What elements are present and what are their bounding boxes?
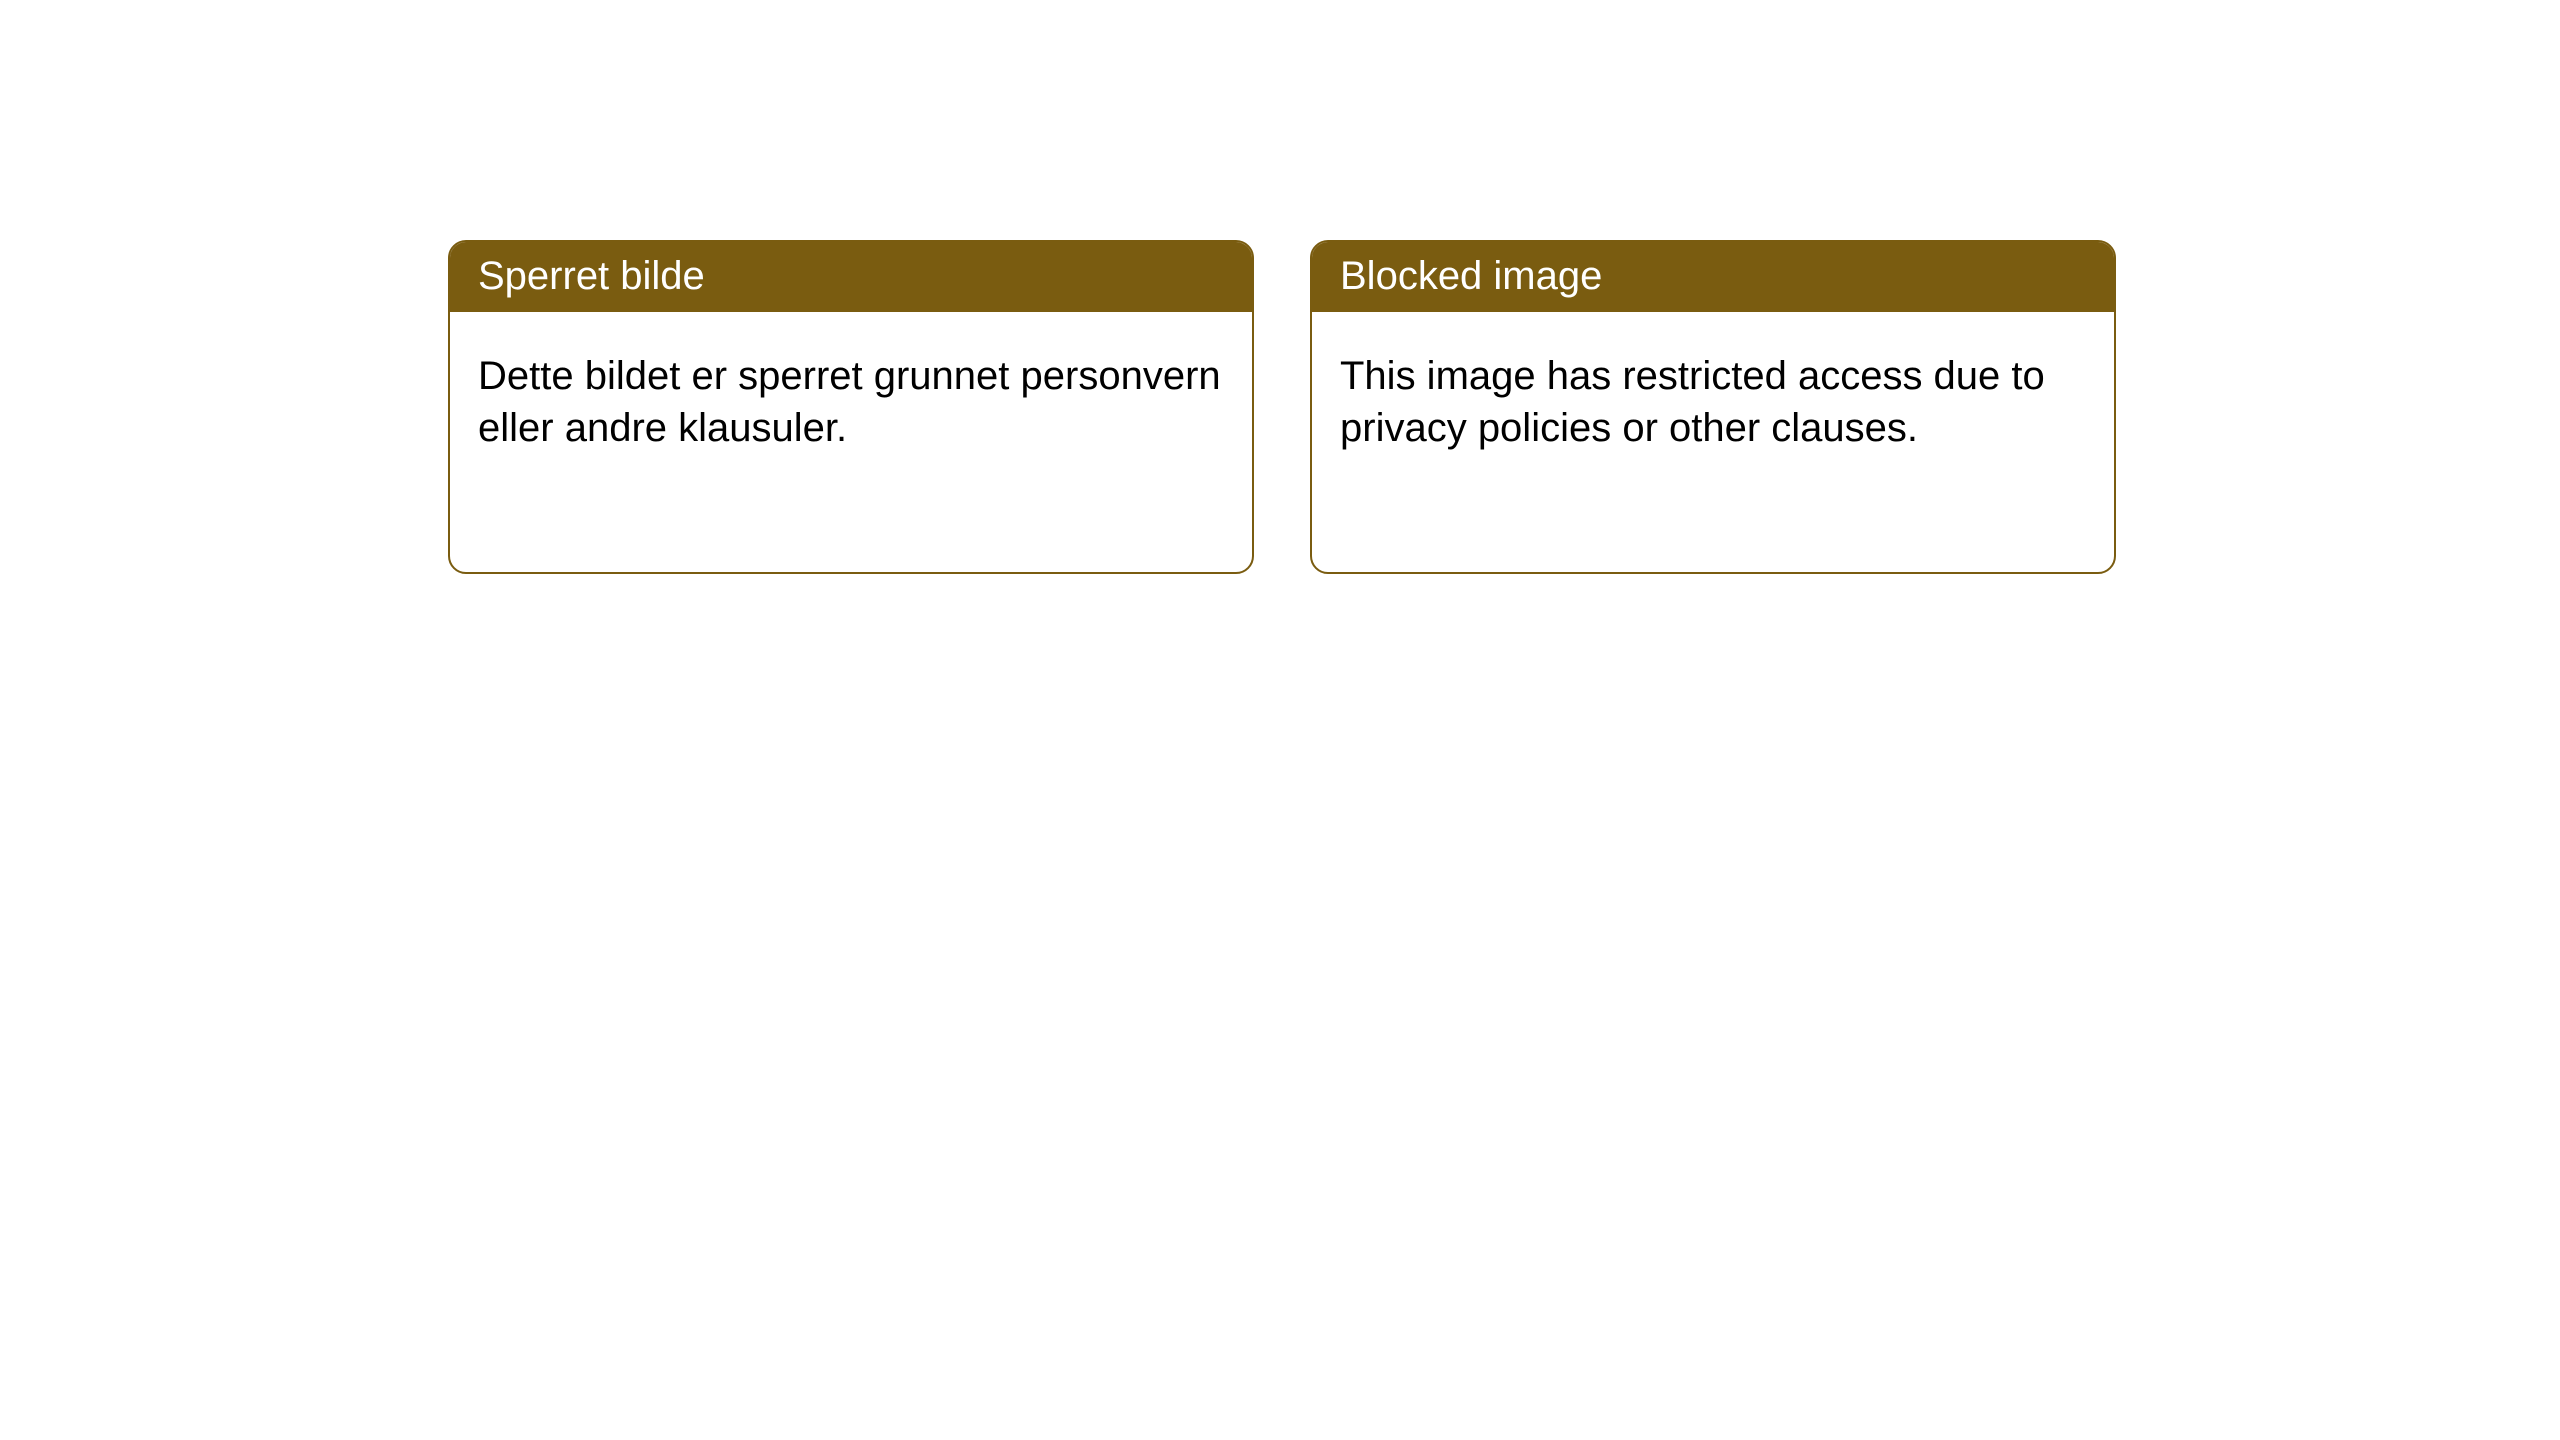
card-header: Sperret bilde <box>450 242 1252 312</box>
card-body: Dette bildet er sperret grunnet personve… <box>450 312 1252 482</box>
notice-card-norwegian: Sperret bilde Dette bildet er sperret gr… <box>448 240 1254 574</box>
notice-cards-container: Sperret bilde Dette bildet er sperret gr… <box>0 0 2560 574</box>
card-body: This image has restricted access due to … <box>1312 312 2114 482</box>
card-header: Blocked image <box>1312 242 2114 312</box>
notice-card-english: Blocked image This image has restricted … <box>1310 240 2116 574</box>
